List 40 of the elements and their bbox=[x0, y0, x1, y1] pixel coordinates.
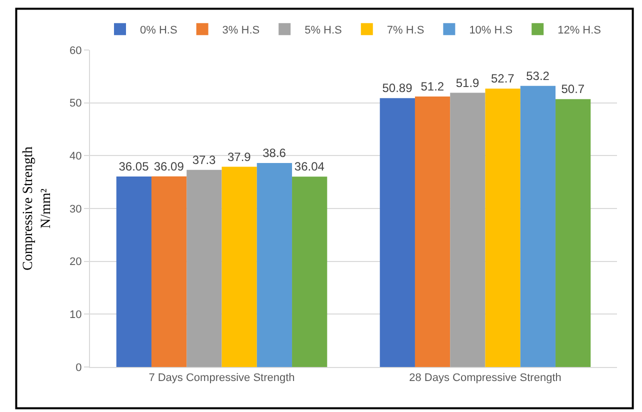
data-label: 37.9 bbox=[227, 150, 252, 164]
data-label: 51.2 bbox=[420, 79, 444, 94]
y-tick-label: 60 bbox=[70, 44, 82, 57]
y-axis-title: Compressive Strength N/mm² bbox=[20, 146, 54, 271]
bar bbox=[292, 176, 328, 367]
bar bbox=[256, 163, 292, 367]
data-label: 50.89 bbox=[382, 81, 413, 96]
x-tick-label: 7 Days Compressive Strength bbox=[148, 372, 295, 384]
legend-label: 3% H.S bbox=[222, 24, 260, 36]
bar bbox=[556, 99, 591, 367]
y-tick-label: 50 bbox=[70, 98, 82, 110]
y-tick-label: 30 bbox=[70, 203, 82, 216]
legend-label: 10% H.S bbox=[469, 24, 513, 36]
data-label: 50.7 bbox=[561, 82, 585, 96]
data-label: 51.9 bbox=[456, 76, 480, 90]
y-tick-label: 10 bbox=[70, 309, 82, 322]
legend-label: 5% H.S bbox=[304, 24, 342, 36]
data-label: 36.04 bbox=[294, 160, 325, 174]
bar bbox=[485, 88, 520, 367]
legend-label: 12% H.S bbox=[558, 24, 602, 36]
y-tick-label: 40 bbox=[70, 150, 82, 163]
y-tick-label: 0 bbox=[76, 362, 82, 374]
data-label: 37.3 bbox=[192, 152, 216, 167]
data-label: 38.6 bbox=[262, 146, 286, 160]
data-label: 52.7 bbox=[490, 72, 515, 86]
bar bbox=[151, 176, 187, 367]
bar bbox=[380, 98, 415, 367]
legend-label: 0% H.S bbox=[140, 24, 178, 36]
bar bbox=[520, 86, 556, 367]
x-tick-label: 28 Days Compressive Strength bbox=[409, 372, 562, 384]
bar bbox=[450, 92, 486, 367]
data-label: 36.05 bbox=[118, 160, 150, 174]
bar bbox=[116, 176, 152, 367]
legend-label: 7% H.S bbox=[386, 24, 424, 36]
data-label: 36.09 bbox=[154, 159, 184, 174]
bar bbox=[414, 96, 450, 367]
bar bbox=[222, 166, 257, 367]
data-label: 53.2 bbox=[526, 68, 550, 83]
y-tick-label: 20 bbox=[70, 256, 82, 268]
bar bbox=[186, 170, 222, 367]
